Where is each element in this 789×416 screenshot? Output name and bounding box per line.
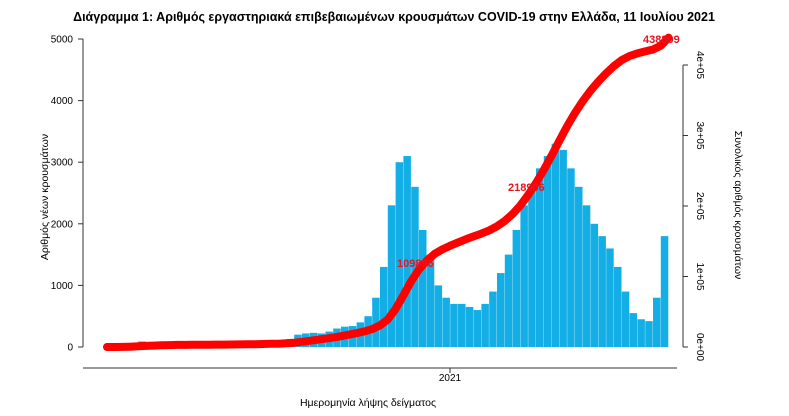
bar: [387, 205, 396, 347]
bar: [395, 162, 404, 347]
y-tick-label: 2000: [51, 219, 74, 230]
bar: [559, 149, 567, 347]
bar: [419, 229, 427, 347]
bar: [653, 297, 661, 347]
bar: [606, 248, 614, 347]
x-axis-label: Ημερομηνία λήψης δείγματος: [300, 397, 436, 409]
y-tick-label: 1000: [51, 281, 74, 292]
bar: [458, 303, 466, 347]
bar: [575, 186, 583, 347]
bar: [434, 285, 443, 347]
bar: [520, 205, 528, 347]
y-tick-label: 3000: [51, 158, 74, 169]
bar: [497, 273, 505, 347]
bar: [504, 254, 513, 347]
bar: [590, 223, 599, 347]
y2-tick-label: 4e+05: [694, 51, 705, 80]
bar: [582, 205, 591, 347]
bar: [481, 303, 489, 347]
y-axis-label: Αριθμός νέων κρουσμάτων: [39, 134, 51, 260]
y2-tick-label: 3e+05: [694, 121, 705, 150]
bar: [442, 297, 450, 347]
bar: [567, 168, 575, 347]
bar: [465, 306, 474, 347]
y-tick-label: 0: [67, 343, 73, 354]
bar: [426, 254, 435, 347]
bar: [536, 168, 544, 347]
bar: [372, 297, 380, 347]
bar: [403, 156, 411, 347]
bar: [621, 291, 630, 347]
y-tick-label: 4000: [51, 96, 74, 107]
cumulative-line: [103, 33, 673, 351]
bar: [489, 291, 497, 347]
y2-tick-label: 0e+00: [694, 333, 705, 362]
bar: [660, 236, 669, 347]
bar: [637, 319, 645, 347]
y-tick-label: 5000: [51, 35, 74, 46]
bar: [551, 143, 560, 347]
bar: [543, 156, 552, 347]
annotation-mid-2021: 218906: [508, 182, 545, 194]
bar: [380, 266, 388, 347]
y2-tick-label: 1e+05: [694, 262, 705, 291]
bar: [512, 229, 521, 347]
chart-title: Διάγραμμα 1: Αριθμός εργαστηριακά επιβεβ…: [73, 10, 715, 24]
bar: [450, 303, 458, 347]
x-tick-label: 2021: [439, 373, 462, 384]
axes: 0 1000 2000 3000 4000 5000 0e+00 1e+05 2e+05 3e+0…: [51, 35, 705, 373]
bar: [411, 186, 419, 347]
annotation-mid-2020: 109896: [397, 258, 434, 270]
y2-tick-label: 2e+05: [694, 192, 705, 221]
y2-axis-label: Συνολικός αριθμός κρουσμάτων: [732, 131, 744, 280]
annotation-total: 438809: [643, 34, 680, 46]
bar: [528, 186, 536, 347]
bar: [473, 310, 482, 347]
bar: [598, 236, 606, 347]
bar: [614, 266, 622, 347]
bar: [645, 321, 653, 347]
bar: [629, 313, 638, 347]
